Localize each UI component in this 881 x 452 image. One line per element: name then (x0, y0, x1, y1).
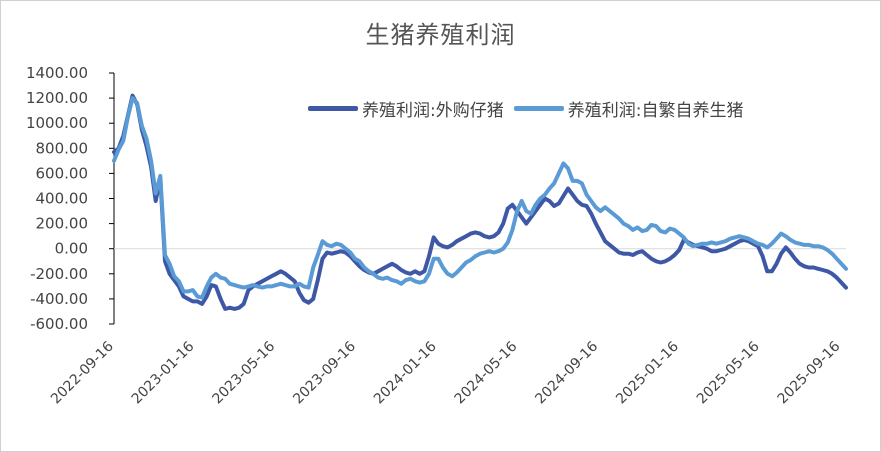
y-tick-label: 1200.00 (26, 89, 88, 107)
x-tick-label: 2023-01-16 (129, 338, 198, 407)
y-tick-label: 200.00 (36, 215, 89, 233)
y-tick-label: -400.00 (30, 290, 88, 308)
y-tick-label: 1000.00 (26, 114, 88, 132)
x-axis: 2022-09-16 2023-01-16 2023-05-16 2023-09-16… (48, 338, 844, 407)
legend-label-purchased: 养殖利润:外购仔猪 (362, 101, 504, 121)
x-tick-label: 2025-09-16 (775, 338, 844, 407)
x-tick-label: 2024-09-16 (532, 338, 601, 407)
y-tick-label: 1400.00 (26, 64, 88, 82)
y-axis: 1400.00 1200.00 1000.00 800.00 600.00 400.00 2… (26, 64, 846, 333)
y-tick-label: 0.00 (55, 240, 88, 258)
y-tick-label: 800.00 (36, 139, 89, 157)
y-tick-label: -200.00 (30, 265, 88, 283)
legend-item-purchased-piglets: 养殖利润:外购仔猪 (308, 96, 504, 121)
series-lines (112, 93, 848, 311)
legend-swatch-purchased (308, 106, 358, 111)
x-tick-label: 2024-01-16 (371, 338, 440, 407)
y-tick-label: 400.00 (36, 190, 89, 208)
x-tick-label: 2025-05-16 (694, 338, 763, 407)
x-tick-label: 2024-05-16 (452, 338, 521, 407)
x-tick-label: 2023-09-16 (290, 338, 359, 407)
x-tick-label: 2022-09-16 (48, 338, 117, 407)
y-tick-label: -600.00 (30, 315, 88, 333)
x-tick-label: 2025-01-16 (613, 338, 682, 407)
legend-item-self-bred: 养殖利润:自繁自养生猪 (513, 96, 744, 121)
y-tick-label: 600.00 (36, 164, 89, 182)
series-line-0 (112, 93, 848, 311)
x-tick-label: 2023-05-16 (209, 338, 278, 407)
chart-title: 生猪养殖利润 (365, 21, 516, 49)
legend-swatch-self-bred (513, 106, 564, 111)
series-line-1 (112, 96, 848, 300)
legend: 养殖利润:外购仔猪 养殖利润:自繁自养生猪 (308, 96, 753, 121)
legend-label-self-bred: 养殖利润:自繁自养生猪 (567, 101, 744, 121)
